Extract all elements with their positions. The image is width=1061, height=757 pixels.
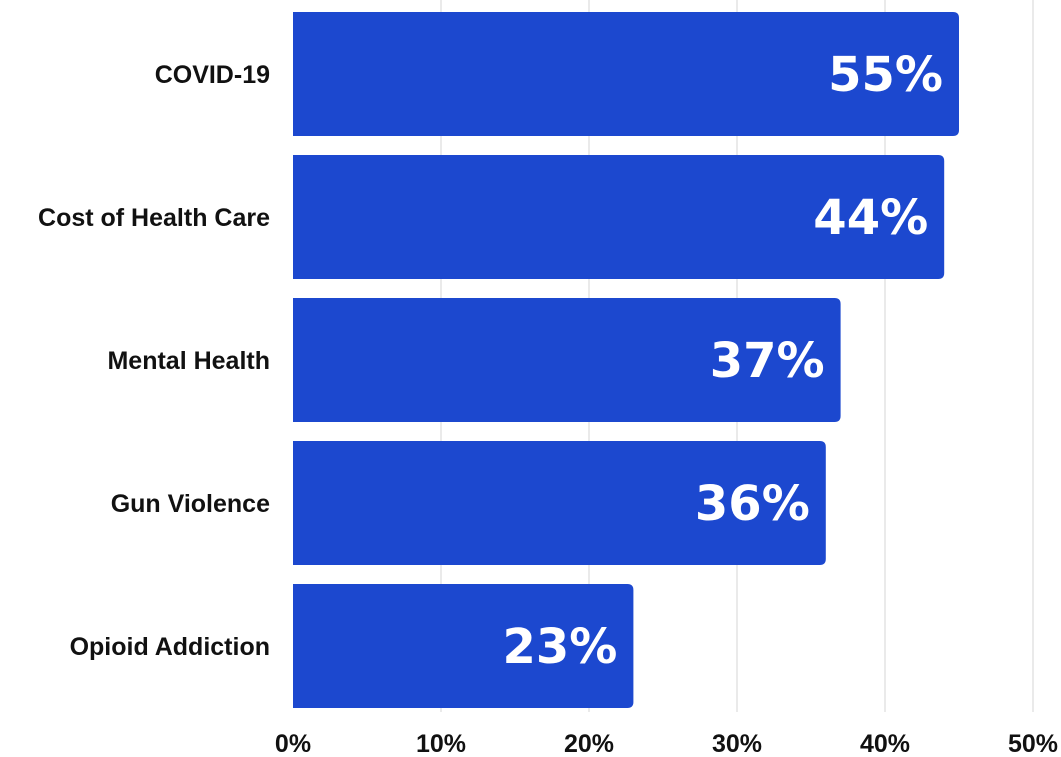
x-tick-label-1: 10% [416,730,466,757]
x-tick-label-5: 50% [1008,730,1058,757]
category-label-1: Cost of Health Care [38,204,270,232]
x-tick-label-3: 30% [712,730,762,757]
bar-0 [293,12,959,136]
category-label-2: Mental Health [107,347,270,375]
bar-2 [293,298,841,422]
data-label-3: 36% [695,476,810,532]
bar-1 [293,155,945,279]
bar-4 [293,584,634,708]
data-label-1: 44% [813,190,928,246]
category-label-0: COVID-19 [155,61,270,89]
data-label-4: 23% [503,619,618,675]
x-tick-label-4: 40% [860,730,910,757]
x-tick-label-0: 0% [275,730,311,757]
bars: 55% 44% 37% 36% 23% [293,12,959,708]
category-labels: COVID-19 Cost of Health Care Mental Health… [38,61,270,661]
bar-3 [293,441,826,565]
x-axis-tick-labels: 0% 10% 20% 30% 40% 50% [275,730,1058,757]
category-label-3: Gun Violence [111,490,270,518]
data-label-0: 55% [828,47,943,103]
data-label-2: 37% [710,333,825,389]
x-tick-label-2: 20% [564,730,614,757]
category-label-4: Opioid Addiction [70,633,270,661]
